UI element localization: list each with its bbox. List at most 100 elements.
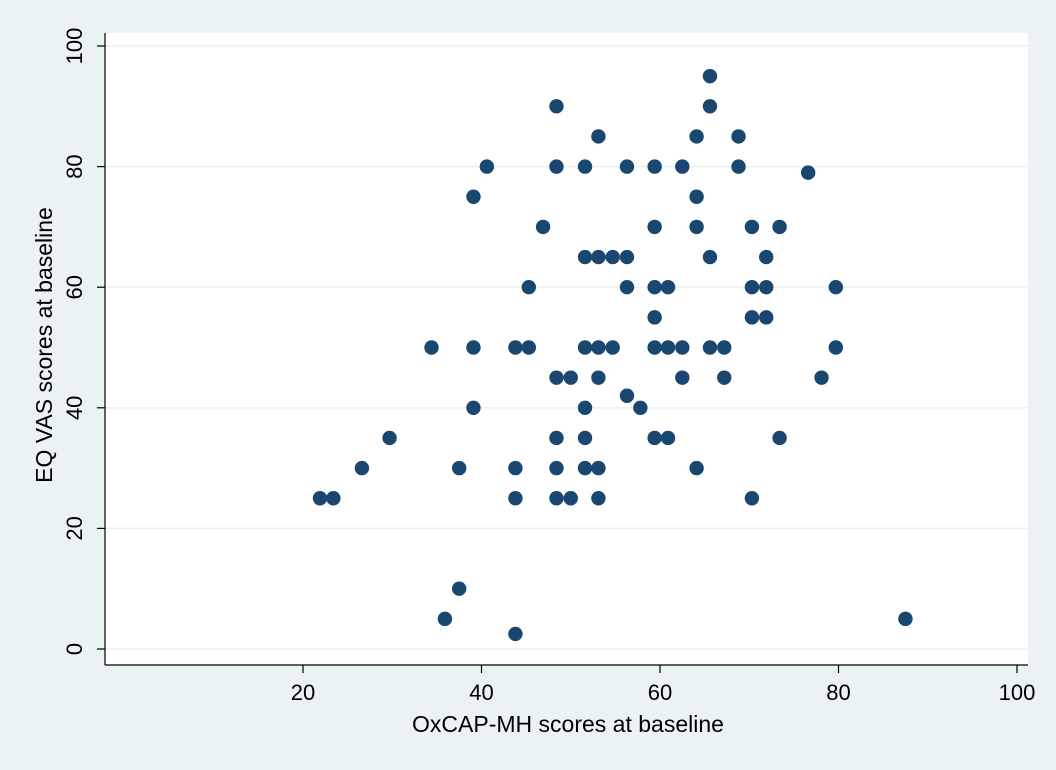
data-point [660, 280, 676, 295]
data-point [828, 280, 844, 295]
data-point [424, 340, 439, 355]
data-point [744, 491, 760, 506]
data-point [759, 280, 774, 295]
y-tick-label: 60 [62, 275, 87, 299]
data-point [508, 626, 523, 642]
data-point [898, 611, 913, 627]
data-point [744, 219, 760, 235]
data-point [800, 165, 816, 180]
x-tick-label: 40 [469, 680, 493, 705]
data-point [647, 159, 662, 174]
data-point [508, 460, 523, 476]
data-point [466, 189, 481, 204]
x-axis-title: OxCAP-MH scores at baseline [412, 711, 724, 737]
data-point [660, 340, 676, 355]
data-point [744, 280, 760, 295]
data-point [521, 340, 537, 355]
data-point [508, 340, 523, 355]
data-point [759, 249, 774, 265]
data-point [549, 491, 564, 506]
x-tick-label: 60 [648, 680, 672, 705]
data-point [577, 430, 593, 446]
plot-area [105, 33, 1028, 665]
data-point [702, 99, 718, 114]
data-point [591, 491, 606, 506]
data-point [675, 340, 690, 355]
data-point [437, 611, 453, 627]
data-point [508, 491, 523, 506]
data-point [577, 340, 593, 355]
data-point [549, 460, 564, 476]
data-point [535, 219, 551, 235]
data-point [521, 280, 537, 295]
data-point [577, 400, 593, 415]
data-point [689, 189, 704, 204]
data-point [647, 430, 662, 446]
data-point [702, 340, 718, 355]
data-point [675, 370, 690, 385]
data-point [466, 340, 481, 355]
data-point [605, 340, 620, 355]
data-point [702, 249, 718, 265]
data-point [689, 460, 704, 476]
data-point [619, 249, 635, 265]
data-point [647, 219, 662, 235]
data-point [312, 491, 328, 506]
data-point [647, 280, 662, 295]
data-point [717, 340, 732, 355]
data-point [577, 460, 593, 476]
data-point [689, 219, 704, 235]
gridlines [105, 45, 1028, 650]
data-point [772, 430, 787, 446]
data-point [563, 491, 578, 506]
data-point [731, 159, 746, 174]
x-tick-label: 20 [291, 680, 315, 705]
data-point [479, 159, 495, 174]
y-tick-label: 100 [62, 28, 87, 65]
data-points [312, 68, 913, 642]
tick-labels: 0 20 40 60 80 100 20 40 60 80 100 [62, 28, 1035, 705]
data-point [549, 370, 564, 385]
data-point [675, 159, 690, 174]
data-point [549, 430, 564, 446]
data-point [451, 460, 467, 476]
y-tick-label: 40 [62, 396, 87, 420]
data-point [549, 99, 564, 114]
data-point [689, 129, 704, 144]
data-point [731, 129, 746, 144]
y-tick-label: 20 [62, 516, 87, 540]
data-point [828, 340, 844, 355]
x-tick-label: 100 [999, 680, 1036, 705]
data-point [772, 219, 787, 235]
x-tick-label: 80 [826, 680, 850, 705]
data-point [605, 249, 620, 265]
data-point [451, 581, 467, 596]
data-point [591, 460, 606, 476]
data-point [619, 280, 635, 295]
axes [97, 33, 1028, 673]
data-point [549, 159, 564, 174]
data-point [577, 249, 593, 265]
data-point [591, 249, 606, 265]
data-point [382, 430, 397, 446]
data-point [591, 129, 606, 144]
data-point [702, 68, 718, 84]
data-point [744, 310, 760, 325]
data-point [814, 370, 829, 385]
data-point [633, 400, 648, 415]
y-tick-label: 0 [62, 643, 87, 655]
data-point [647, 340, 662, 355]
data-point [591, 370, 606, 385]
data-point [759, 310, 774, 325]
data-point [619, 388, 635, 403]
data-point [466, 400, 481, 415]
data-point [717, 370, 732, 385]
data-point [647, 310, 662, 325]
data-point [326, 491, 341, 506]
y-axis-title: EQ VAS scores at baseline [31, 207, 57, 483]
data-point [577, 159, 593, 174]
data-point [660, 430, 676, 446]
data-point [591, 340, 606, 355]
